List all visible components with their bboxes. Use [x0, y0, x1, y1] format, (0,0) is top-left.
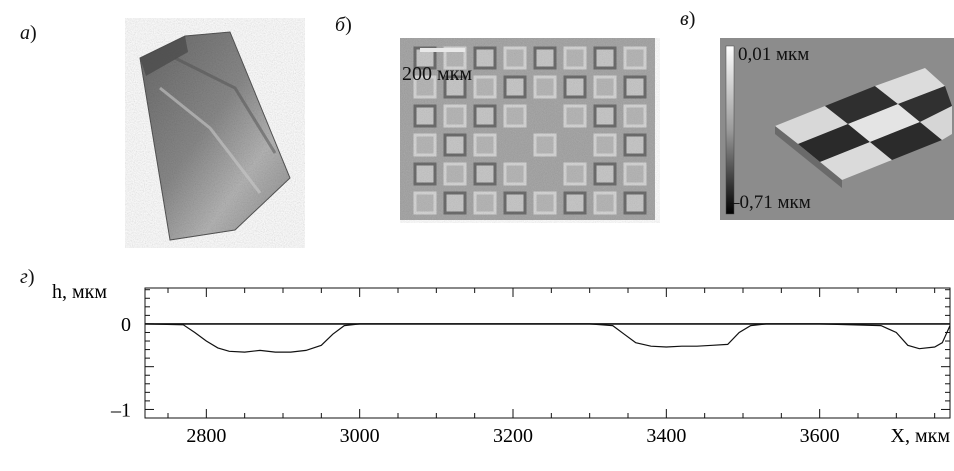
- panel-label-c-letter: в: [680, 8, 689, 30]
- panel-label-b-letter: б: [335, 14, 346, 36]
- pattern-square: [593, 104, 617, 128]
- surface-height-map: 0,01 мкм –0,71 мкм: [720, 38, 954, 223]
- y-tick-label: –1: [110, 399, 131, 421]
- profile-chart: 2800 3000 3200 3400 3600 –1 0 h, мкм X, мкм: [0, 262, 954, 466]
- pattern-square: [503, 104, 527, 128]
- scale-bottom-value: –0,71 мкм: [729, 192, 811, 213]
- pattern-square: [623, 46, 647, 70]
- pattern-square: [443, 191, 467, 215]
- pattern-square: [533, 191, 557, 215]
- pattern-square: [593, 133, 617, 157]
- pattern-square: [473, 46, 497, 70]
- x-tick-label: 2800: [186, 425, 226, 447]
- pattern-square: [443, 133, 467, 157]
- y-axis-label: h, мкм: [52, 281, 107, 303]
- x-axis-label: X, мкм: [891, 425, 951, 447]
- surface-3d-image: [60, 18, 330, 248]
- pattern-square: [443, 162, 467, 186]
- panel-label-d-letter: г: [20, 266, 28, 288]
- pattern-square: [413, 162, 437, 186]
- pattern-square: [473, 191, 497, 215]
- y-tick-label: 0: [121, 314, 131, 336]
- pattern-square: [503, 75, 527, 99]
- micrograph-image: 200 мкм: [400, 38, 660, 223]
- pattern-square: [533, 133, 557, 157]
- pattern-square: [413, 75, 437, 99]
- pattern-square: [533, 75, 557, 99]
- x-tick-label: 3200: [493, 425, 533, 447]
- pattern-square: [563, 75, 587, 99]
- pattern-square: [623, 191, 647, 215]
- pattern-square: [563, 46, 587, 70]
- pattern-square: [503, 191, 527, 215]
- pattern-square: [623, 104, 647, 128]
- panel-label-c: в): [680, 8, 696, 30]
- pattern-square: [413, 191, 437, 215]
- pattern-square: [473, 133, 497, 157]
- panel-label-a-letter: а: [20, 22, 30, 44]
- scale-top-value: 0,01 мкм: [738, 44, 809, 65]
- pattern-square: [413, 104, 437, 128]
- pattern-square: [533, 46, 557, 70]
- pattern-square: [503, 46, 527, 70]
- pattern-square: [593, 191, 617, 215]
- pattern-square: [563, 104, 587, 128]
- profile-series-line: [144, 323, 951, 353]
- panel-label-d: г): [20, 266, 35, 288]
- pattern-square: [413, 133, 437, 157]
- scale-bar: [420, 48, 465, 52]
- pattern-square: [563, 162, 587, 186]
- pattern-square: [473, 162, 497, 186]
- pattern-square: [623, 75, 647, 99]
- x-tick-label: 3400: [646, 425, 686, 447]
- x-tick-label: 3600: [800, 425, 840, 447]
- pattern-square: [443, 75, 467, 99]
- pattern-square: [503, 162, 527, 186]
- pattern-square: [473, 104, 497, 128]
- scale-label: 200 мкм: [402, 63, 472, 85]
- plot-frame: [144, 287, 951, 419]
- pattern-square: [563, 191, 587, 215]
- color-scale-bar: [725, 45, 735, 215]
- pattern-square: [623, 133, 647, 157]
- pattern-square: [623, 162, 647, 186]
- pattern-square: [593, 162, 617, 186]
- panel-label-a: а): [20, 22, 37, 44]
- pattern-square: [593, 46, 617, 70]
- pattern-square: [473, 75, 497, 99]
- pattern-square: [443, 104, 467, 128]
- pattern-square: [593, 75, 617, 99]
- x-tick-label: 3000: [340, 425, 380, 447]
- panel-label-b: б): [335, 14, 352, 36]
